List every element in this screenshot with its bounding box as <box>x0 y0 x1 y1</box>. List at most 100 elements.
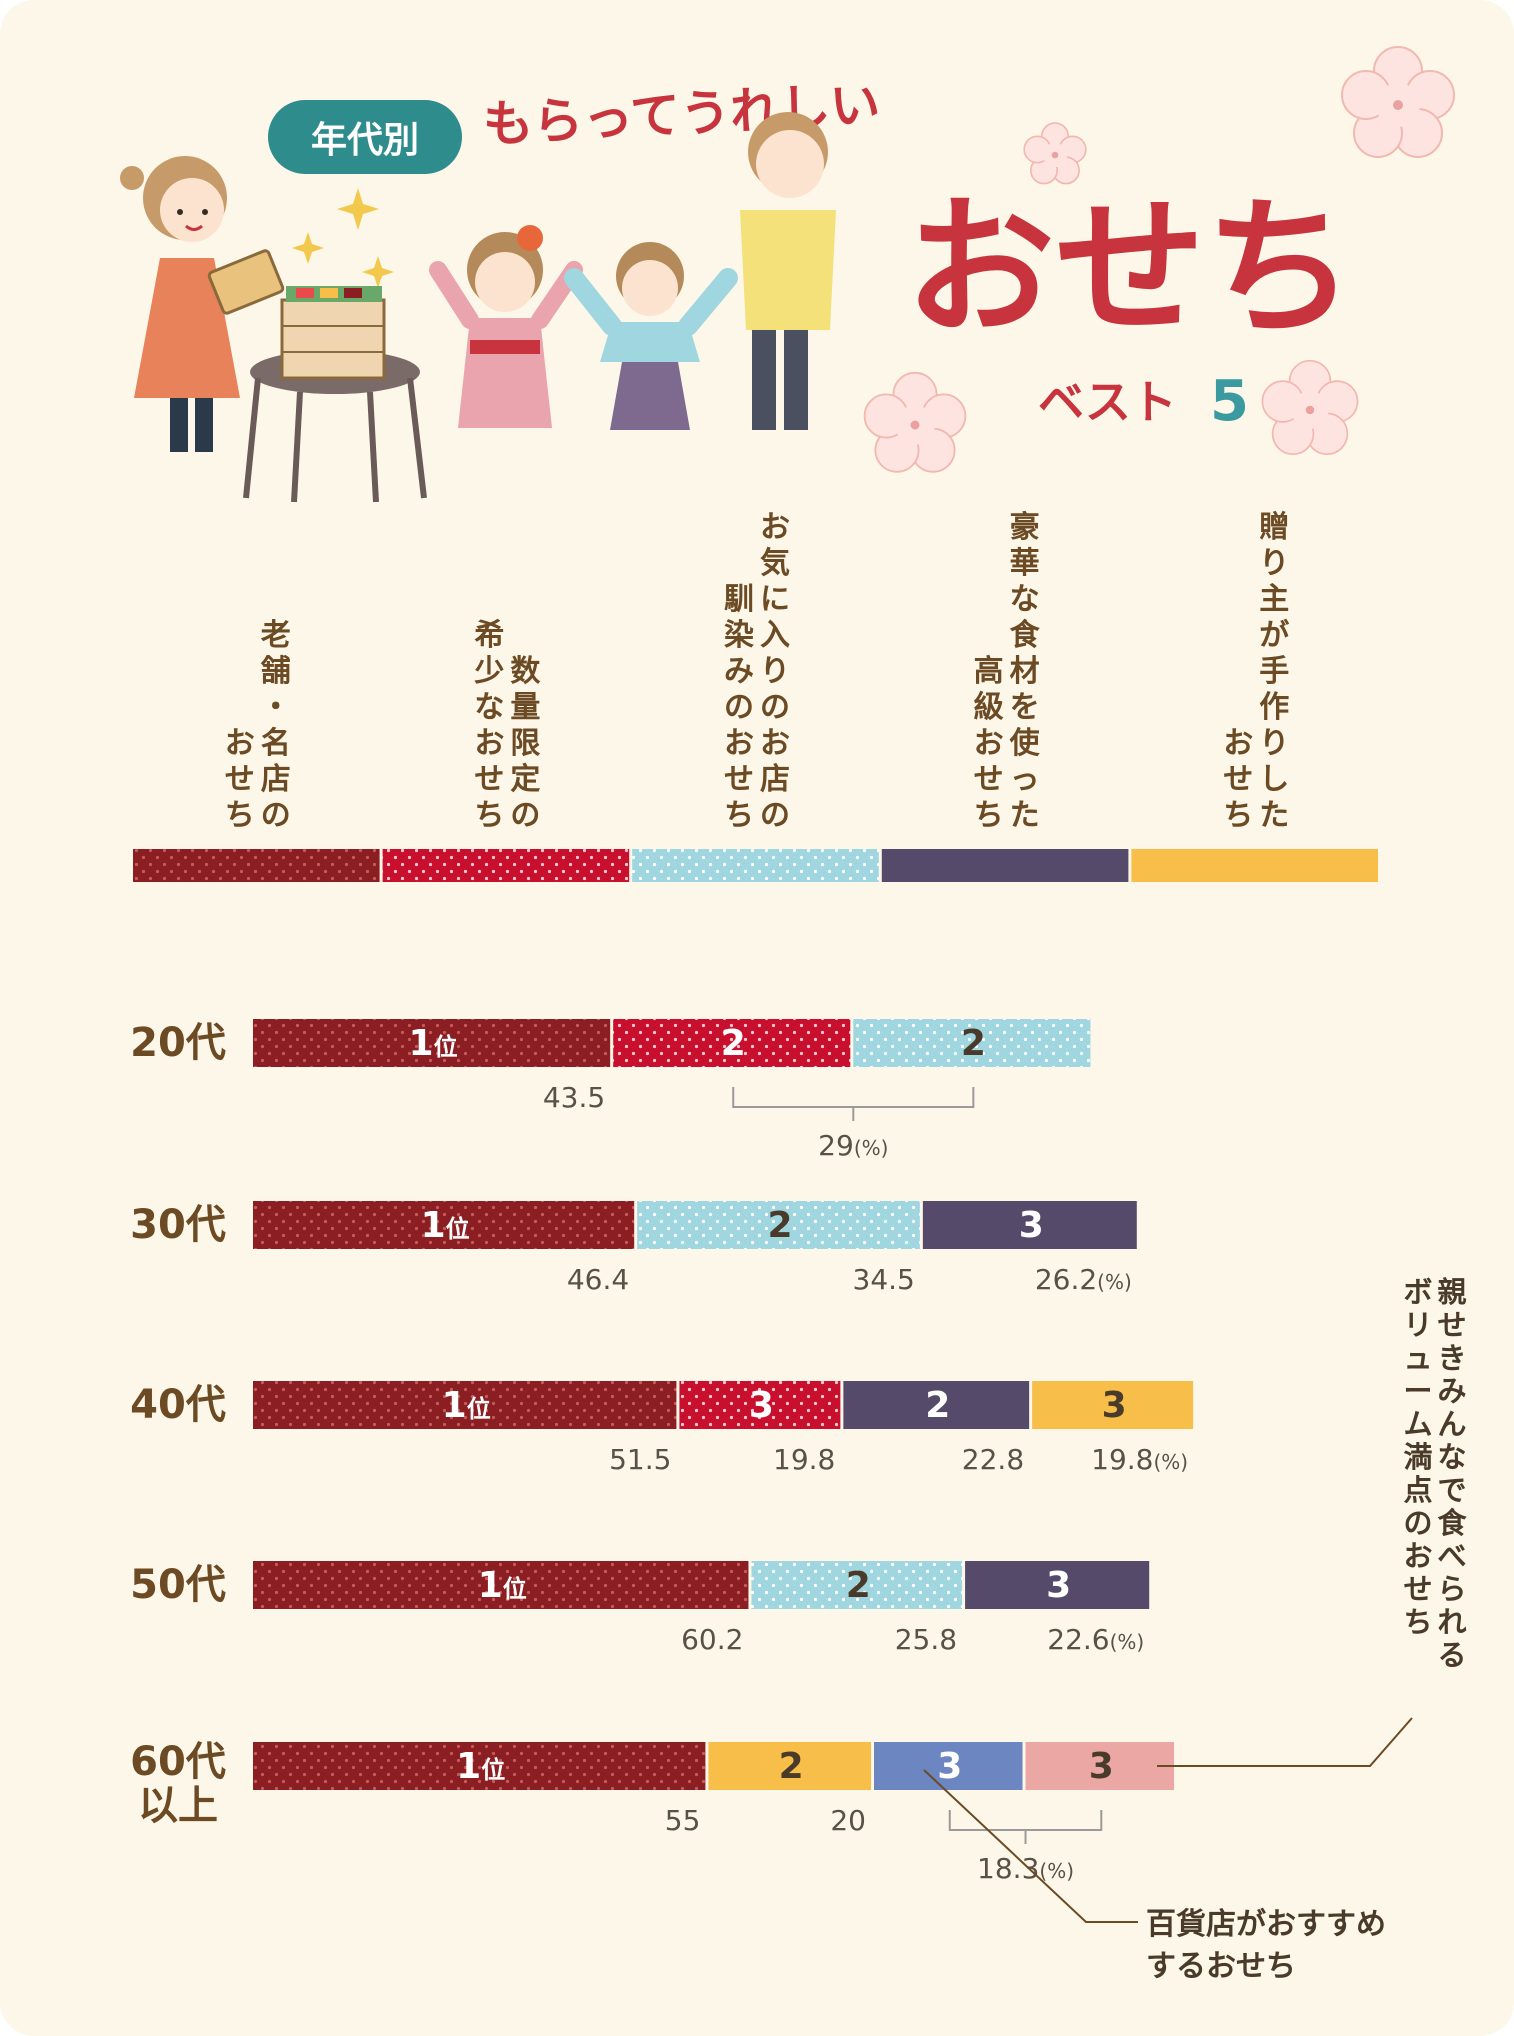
legend-label-cat2-char: 入 <box>760 618 790 653</box>
legend-label-cat1-char: 希 <box>474 618 504 653</box>
rank-label: 3 <box>937 1746 962 1787</box>
legend-label-cat2-char: 馴 <box>724 582 754 617</box>
legend-label-cat2-char: に <box>760 582 790 617</box>
unit-label: (%) <box>1097 1270 1132 1294</box>
volume-note-label-char: ム <box>1403 1407 1432 1441</box>
legend-label-cat0-char: 店 <box>261 762 291 797</box>
bar-segment-cat5 <box>874 1742 1023 1790</box>
rank-suffix: 位 <box>481 1756 505 1784</box>
legend-label-cat1-char: な <box>474 690 504 725</box>
age-label: 40代 <box>130 1382 226 1428</box>
legend-label-cat2-char: の <box>760 690 790 725</box>
volume-note-label-char: べ <box>1437 1539 1466 1573</box>
best-number: 5 <box>1210 369 1249 434</box>
badge-pill <box>268 100 462 174</box>
value-label: 34.5 <box>853 1263 915 1296</box>
bar-segment-cat3 <box>965 1561 1150 1609</box>
legend-label-cat1-char: ち <box>474 798 504 833</box>
bracket-line <box>732 1087 975 1108</box>
legend-label-cat3-char: 高 <box>974 654 1004 689</box>
legend-label-cat1-char: 限 <box>510 726 540 761</box>
volume-note-label-char: せ <box>1437 1308 1466 1342</box>
legend-label-cat2-char: 店 <box>760 762 790 797</box>
volume-note-label-char: な <box>1437 1440 1466 1474</box>
volume-note-label-char: 満 <box>1403 1440 1432 1474</box>
legend-label-cat0-char: ち <box>225 798 255 833</box>
value-label: 29(%) <box>818 1129 888 1162</box>
legend-label-cat3-char: 華 <box>1010 546 1040 581</box>
legend-label-cat1-char: 定 <box>510 762 540 797</box>
row-3: 50代 1位 2 3 60.2 25.8 22.6(%) <box>130 1561 1150 1656</box>
bar-segment-cat2 <box>751 1561 963 1609</box>
volume-note-label-char: 食 <box>1437 1506 1467 1540</box>
value-label: 43.5 <box>543 1081 605 1114</box>
legend-swatch-cat2 <box>632 849 879 882</box>
volume-note-label-char: ュ <box>1403 1341 1432 1375</box>
value-label: 25.8 <box>895 1623 957 1656</box>
age-label: 30代 <box>130 1202 226 1248</box>
bar-segment-cat3 <box>843 1381 1030 1429</box>
legend-label-cat0: 老舗・名店の <box>260 618 291 833</box>
rank-label: 2 <box>779 1746 804 1787</box>
legend-label-cat0: おせち <box>225 726 255 833</box>
value-label: 22.8 <box>962 1443 1024 1476</box>
rank-label: 3 <box>749 1385 774 1426</box>
volume-note-label-char: リ <box>1403 1308 1432 1342</box>
rank-label: 1位 <box>421 1205 470 1246</box>
value-label: 19.8(%) <box>1091 1443 1188 1476</box>
age-label: 60代 <box>130 1739 226 1785</box>
value-label: 51.5 <box>609 1443 671 1476</box>
volume-note-leader <box>1157 1717 1413 1767</box>
legend-label-cat1-char: 数 <box>510 654 541 689</box>
legend-label-cat4-char: 手 <box>1259 654 1289 689</box>
volume-note-label-char: ボ <box>1403 1275 1432 1309</box>
unit-label: (%) <box>1110 1630 1145 1654</box>
rank-label: 2 <box>961 1023 986 1064</box>
legend-label-cat3-char: 豪 <box>1010 510 1040 545</box>
rank-label: 3 <box>1089 1746 1114 1787</box>
legend-label-cat4-char: お <box>1223 726 1253 761</box>
rank-label: 2 <box>721 1023 746 1064</box>
legend-label-cat4-char: 贈 <box>1259 510 1289 545</box>
legend-label-cat0-char: 舗 <box>260 654 291 689</box>
bar-segment-cat2 <box>853 1019 1091 1067</box>
rank-label: 1位 <box>442 1385 491 1426</box>
legend-label-cat4-char: せ <box>1223 762 1253 797</box>
girl-illustration <box>429 225 583 428</box>
volume-note-label-char: お <box>1403 1539 1432 1573</box>
legend-label-cat3-char: な <box>1010 582 1040 617</box>
legend-label-cat2-char: せ <box>724 762 754 797</box>
legend-label-cat2-char: お <box>760 510 790 545</box>
legend-label-cat3-char: せ <box>974 762 1004 797</box>
legend-label-cat2-char: み <box>724 654 754 689</box>
legend-label-cat3-char: 級 <box>974 690 1004 725</box>
row-2: 40代 1位 3 2 3 51.5 19.8 22.8 19.8(%) <box>130 1381 1194 1476</box>
volume-note-label-char: れ <box>1437 1605 1466 1639</box>
legend-label-cat2-char: お <box>724 726 754 761</box>
bar-segment-cat0 <box>253 1019 611 1067</box>
volume-note-label-char: 点 <box>1403 1473 1432 1507</box>
legend-swatch-cat1 <box>382 849 630 882</box>
legend-label-cat1-char: 少 <box>474 654 504 689</box>
mother-illustration <box>120 156 285 452</box>
rank-suffix: 位 <box>446 1215 470 1243</box>
bar-segment-cat3 <box>922 1201 1137 1249</box>
legend-label-cat4-char: 主 <box>1259 582 1289 617</box>
legend-label-cat2-char: ち <box>724 798 754 833</box>
volume-note-label-char: る <box>1437 1638 1466 1672</box>
legend-label-cat4-char: し <box>1259 762 1289 797</box>
legend-swatch-cat3 <box>881 849 1129 882</box>
legend-label-cat2-char: お <box>760 726 790 761</box>
legend-label-cat3-char: お <box>974 726 1004 761</box>
rank-label: 2 <box>846 1565 871 1606</box>
volume-note-label-char: ち <box>1403 1605 1432 1639</box>
legend-label-cat0-char: 老 <box>261 618 291 653</box>
